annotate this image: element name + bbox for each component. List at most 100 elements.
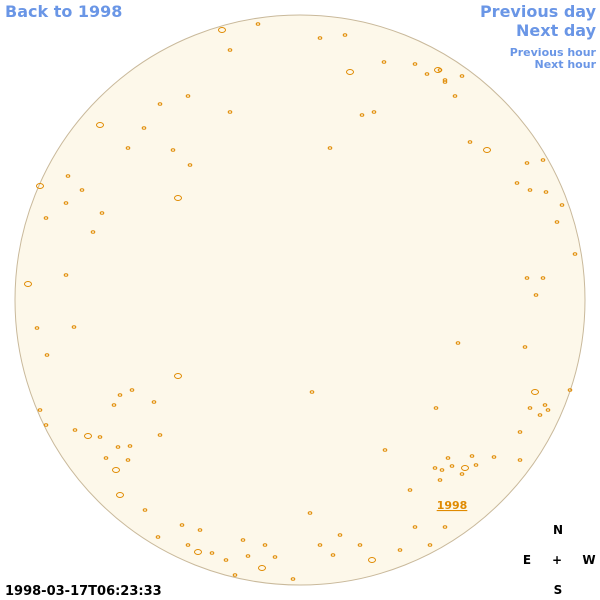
contour	[437, 68, 443, 72]
contour	[117, 393, 123, 397]
contour	[37, 408, 43, 412]
contour	[517, 458, 523, 462]
contour	[459, 472, 465, 476]
contour	[449, 464, 455, 468]
contour	[96, 122, 104, 128]
contour	[330, 553, 336, 557]
contour	[427, 543, 433, 547]
contour	[527, 406, 533, 410]
contour	[527, 188, 533, 192]
contour	[327, 146, 333, 150]
contour	[262, 543, 268, 547]
region-label[interactable]: 1998	[437, 499, 468, 512]
contour	[129, 388, 135, 392]
contour	[116, 492, 124, 498]
contour	[127, 444, 133, 448]
contour	[537, 413, 543, 417]
contour	[112, 467, 120, 473]
contour	[397, 548, 403, 552]
contour	[43, 216, 49, 220]
contour	[442, 525, 448, 529]
contour	[368, 557, 376, 563]
contour	[185, 94, 191, 98]
contour	[111, 403, 117, 407]
next-hour-link[interactable]: Next hour	[535, 58, 597, 71]
compass-center: +	[552, 553, 562, 567]
contour	[170, 148, 176, 152]
contour	[194, 549, 202, 555]
contour	[531, 389, 539, 395]
contour	[34, 326, 40, 330]
contour	[455, 341, 461, 345]
contour	[245, 554, 251, 558]
contour	[103, 456, 109, 460]
contour	[545, 408, 551, 412]
next-day-link[interactable]: Next day	[516, 21, 597, 40]
contour	[473, 463, 479, 467]
contour	[141, 126, 147, 130]
contour	[483, 147, 491, 153]
contour	[72, 428, 78, 432]
contour	[567, 388, 573, 392]
contour	[185, 543, 191, 547]
contour	[63, 273, 69, 277]
contour	[517, 430, 523, 434]
contour	[445, 456, 451, 460]
contour	[84, 433, 92, 439]
contour	[24, 281, 32, 287]
contour	[437, 478, 443, 482]
contour	[559, 203, 565, 207]
contour	[255, 22, 261, 26]
contour	[125, 458, 131, 462]
contour	[151, 400, 157, 404]
contour	[155, 535, 161, 539]
contour	[346, 69, 354, 75]
contour	[542, 403, 548, 407]
contour	[115, 445, 121, 449]
contour	[71, 325, 77, 329]
contour	[240, 538, 246, 542]
contour	[309, 390, 315, 394]
contour	[97, 435, 103, 439]
contour	[522, 345, 528, 349]
contour	[227, 110, 233, 114]
contour	[232, 573, 238, 577]
contour	[44, 353, 50, 357]
contour	[317, 543, 323, 547]
compass-north: N	[553, 523, 563, 537]
contour	[491, 455, 497, 459]
contour	[179, 523, 185, 527]
contour	[307, 511, 313, 515]
contour	[524, 161, 530, 165]
contour	[142, 508, 148, 512]
contour	[342, 33, 348, 37]
contour	[461, 465, 469, 471]
contour	[442, 80, 448, 84]
compass-south: S	[554, 583, 563, 597]
previous-hour-link[interactable]: Previous hour	[510, 46, 597, 59]
contour	[272, 555, 278, 559]
contour	[187, 163, 193, 167]
contour	[223, 558, 229, 562]
previous-day-link[interactable]: Previous day	[480, 2, 597, 21]
contour	[459, 74, 465, 78]
compass-west: W	[582, 553, 595, 567]
contour	[524, 276, 530, 280]
contour	[157, 433, 163, 437]
contour	[371, 110, 377, 114]
contour	[514, 181, 520, 185]
contour	[337, 533, 343, 537]
solar-disk	[14, 14, 586, 586]
contour	[540, 276, 546, 280]
contour	[99, 211, 105, 215]
magnetic-contours	[24, 22, 578, 581]
contour	[382, 448, 388, 452]
contour	[174, 373, 182, 379]
contour	[317, 36, 323, 40]
back-link[interactable]: Back to 1998	[5, 2, 122, 21]
contour	[218, 27, 226, 33]
contour	[36, 183, 44, 189]
contour	[469, 454, 475, 458]
contour	[407, 488, 413, 492]
